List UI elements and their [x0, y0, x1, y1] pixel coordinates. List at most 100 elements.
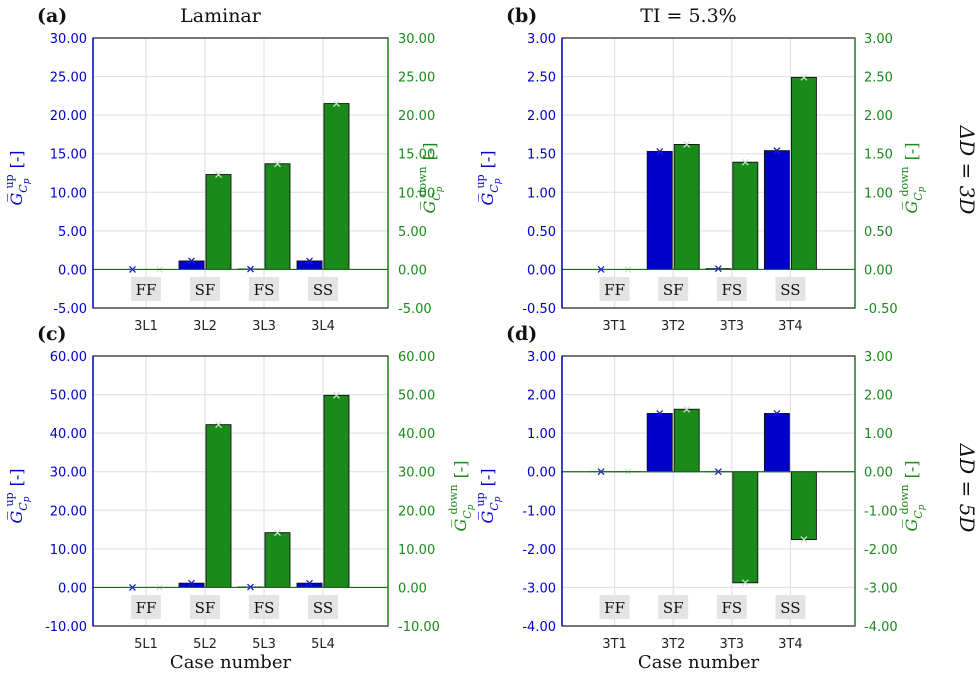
y-tick-left: -10.00	[45, 620, 87, 635]
y-tick-right: 5.00	[398, 225, 427, 240]
y-tick-left: 30.00	[50, 32, 87, 47]
svg-text:FF: FF	[604, 599, 625, 617]
y-tick-left: 40.00	[50, 427, 87, 442]
y-tick-right: -0.50	[864, 302, 898, 317]
marker-down-3L4	[333, 100, 340, 108]
y-tick-left: 20.00	[50, 504, 87, 519]
svg-text:FF: FF	[136, 599, 157, 617]
y-tick-left: 10.00	[50, 186, 87, 201]
marker-up-3L2	[188, 257, 195, 265]
svg-text:SF: SF	[663, 281, 684, 299]
svg-text:ΔD = 5D: ΔD = 5D	[955, 443, 976, 533]
column-title: Laminar	[180, 5, 262, 27]
x-tick-label: 3T1	[602, 637, 626, 652]
y-tick-right: -4.00	[864, 620, 898, 635]
x-tick-label: 3T3	[720, 637, 744, 652]
chart-panel-a: FF SF FS SS -5.00 -5.00 0.00 0.00 5.00 5.00 10.00 1…	[3, 5, 445, 334]
y-tick-left: 5.00	[58, 225, 87, 240]
case-label-FS: FS	[249, 595, 279, 619]
bar-down-3L2	[205, 174, 232, 270]
y-tick-right: -10.00	[398, 620, 440, 635]
y-tick-left: 30.00	[50, 466, 87, 481]
marker-down-5L2	[215, 421, 222, 429]
y-tick-right: 0.50	[864, 225, 893, 240]
marker-down-3T2	[683, 405, 691, 413]
chart-panel-c: FF SF FS SS -10.00 -10.00 0.00 0.00 10.00 10.00 20…	[3, 323, 476, 673]
x-tick-label: 3T4	[778, 319, 802, 334]
marker-up-3T2	[656, 410, 664, 417]
y-tick-left: -3.00	[522, 581, 556, 596]
case-label-SS: SS	[308, 277, 338, 301]
bar-down-5L2	[205, 424, 232, 588]
y-tick-left: 2.00	[527, 389, 556, 404]
y-tick-right: 20.00	[398, 109, 435, 124]
panel-label: (c)	[37, 323, 67, 345]
case-label-SS: SS	[308, 595, 338, 619]
marker-down-3T2	[683, 140, 691, 148]
y-tick-left: -4.00	[522, 620, 556, 635]
marker-up-5L4	[306, 579, 313, 587]
bar-down-3T2	[673, 144, 700, 270]
y-tick-right: 0.00	[864, 466, 893, 481]
x-tick-label: 3T2	[661, 319, 685, 334]
y-tick-left: 0.00	[58, 263, 87, 278]
marker-down-3T3	[741, 579, 749, 587]
y-tick-left: 0.00	[58, 581, 87, 596]
y-axis-label-right: G̅Cpdown[-]	[898, 460, 927, 531]
bar-down-5L4	[323, 394, 350, 588]
y-tick-right: 10.00	[398, 543, 435, 558]
bar-down-3T4	[790, 471, 817, 541]
y-tick-right: 2.00	[864, 389, 893, 404]
svg-text:G̅Cpup[-]: G̅Cpup[-]	[474, 469, 503, 524]
chart-panel-b: FF SF FS SS -0.50 -0.50 0.00 0.00 0.50 0.50 1.00 1.…	[474, 5, 927, 334]
y-tick-right: 20.00	[398, 504, 435, 519]
y-axis-label-left: G̅Cpup[-]	[3, 151, 32, 206]
bar-down-3T3	[732, 471, 759, 584]
y-tick-left: 1.50	[527, 148, 556, 163]
case-label-SF: SF	[658, 277, 689, 301]
y-tick-left: -1.00	[522, 504, 556, 519]
panel-label: (b)	[506, 5, 537, 27]
case-label-FS: FS	[716, 595, 747, 619]
svg-text:SF: SF	[195, 281, 216, 299]
y-tick-right: 30.00	[398, 32, 435, 47]
svg-text:SS: SS	[313, 281, 333, 299]
case-label-FS: FS	[716, 277, 747, 301]
y-tick-left: 25.00	[50, 71, 87, 86]
marker-up-3T3	[714, 265, 722, 273]
bar-up-3T2	[646, 150, 673, 270]
case-label-FF: FF	[599, 277, 630, 301]
svg-text:G̅Cpup[-]: G̅Cpup[-]	[474, 151, 503, 206]
x-tick-label: 3T1	[602, 319, 626, 334]
marker-down-3T4	[800, 73, 808, 81]
x-axis-label: Case number	[638, 652, 760, 673]
svg-text:SS: SS	[313, 599, 333, 617]
y-tick-right: 10.00	[398, 186, 435, 201]
svg-text:FS: FS	[721, 599, 742, 617]
bar-down-3L4	[323, 103, 350, 270]
y-tick-right: 3.00	[864, 32, 893, 47]
y-tick-right: 40.00	[398, 427, 435, 442]
y-tick-left: 3.00	[527, 350, 556, 365]
bar-up-3T4	[763, 150, 790, 270]
bar-down-3T2	[673, 408, 700, 473]
y-tick-right: -1.00	[864, 504, 898, 519]
bar-up-3T4	[763, 413, 790, 473]
panel-label: (d)	[506, 323, 537, 345]
y-tick-left: 0.50	[527, 225, 556, 240]
marker-down-3L3	[274, 160, 281, 168]
bar-down-5L3	[264, 532, 291, 588]
case-label-SF: SF	[190, 277, 220, 301]
bar-up-3T2	[646, 413, 673, 473]
svg-text:SS: SS	[780, 599, 800, 617]
x-tick-label: 3T3	[720, 319, 744, 334]
y-axis-label-right: G̅Cpdown[-]	[898, 142, 927, 213]
marker-up-3L4	[306, 257, 313, 265]
svg-text:G̅Cpdown[-]: G̅Cpdown[-]	[447, 460, 476, 531]
case-label-SF: SF	[190, 595, 220, 619]
marker-up-3T4	[773, 147, 781, 155]
svg-text:FS: FS	[254, 599, 275, 617]
y-tick-right: 1.00	[864, 186, 893, 201]
row-label-2: ΔD = 5D	[955, 443, 976, 533]
svg-text:G̅Cpup[-]: G̅Cpup[-]	[3, 151, 32, 206]
